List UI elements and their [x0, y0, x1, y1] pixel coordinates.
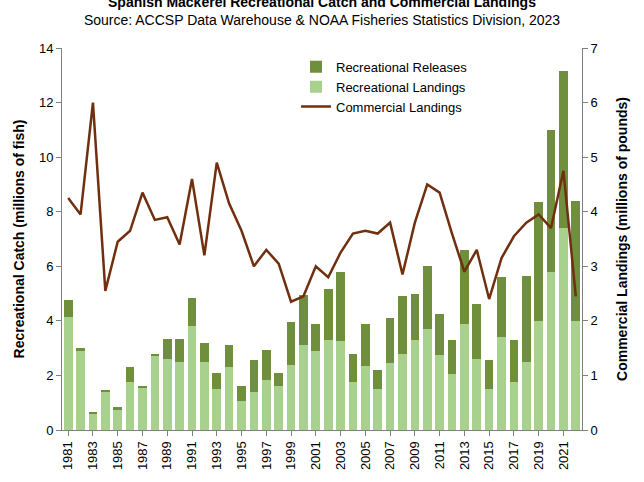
svg-text:1987: 1987	[135, 441, 150, 470]
svg-text:0: 0	[46, 423, 53, 438]
svg-text:7: 7	[591, 41, 598, 56]
svg-text:Recreational Catch (millions o: Recreational Catch (millions of fish)	[11, 120, 27, 359]
svg-text:6: 6	[591, 95, 598, 110]
svg-text:14: 14	[39, 41, 53, 56]
svg-text:1993: 1993	[209, 441, 224, 470]
svg-text:1989: 1989	[159, 441, 174, 470]
svg-text:12: 12	[39, 95, 53, 110]
svg-text:Spanish Mackerel Recreational: Spanish Mackerel Recreational Catch and …	[84, 0, 560, 28]
svg-text:10: 10	[39, 150, 53, 165]
svg-text:Commercial Landings (millions: Commercial Landings (millions of pounds)	[614, 97, 630, 381]
svg-text:2005: 2005	[358, 441, 373, 470]
svg-text:8: 8	[46, 204, 53, 219]
svg-text:2015: 2015	[481, 441, 496, 470]
svg-text:Recreational Releases: Recreational Releases	[336, 60, 467, 75]
svg-text:4: 4	[46, 313, 53, 328]
svg-text:2007: 2007	[382, 441, 397, 470]
svg-text:1999: 1999	[283, 441, 298, 470]
svg-text:2021: 2021	[556, 441, 571, 470]
svg-text:1: 1	[591, 368, 598, 383]
svg-text:2019: 2019	[531, 441, 546, 470]
svg-text:1991: 1991	[184, 441, 199, 470]
svg-text:2: 2	[591, 313, 598, 328]
svg-text:4: 4	[591, 204, 598, 219]
svg-text:Recreational Landings: Recreational Landings	[336, 80, 466, 95]
svg-text:1985: 1985	[110, 441, 125, 470]
svg-text:5: 5	[591, 150, 598, 165]
svg-text:1983: 1983	[85, 441, 100, 470]
svg-text:3: 3	[591, 259, 598, 274]
svg-text:2009: 2009	[407, 441, 422, 470]
svg-text:0: 0	[591, 423, 598, 438]
svg-text:1981: 1981	[60, 441, 75, 470]
svg-text:2013: 2013	[457, 441, 472, 470]
svg-text:Commercial Landings: Commercial Landings	[336, 100, 462, 115]
svg-text:2003: 2003	[333, 441, 348, 470]
svg-text:2: 2	[46, 368, 53, 383]
svg-text:1997: 1997	[259, 441, 274, 470]
svg-text:1995: 1995	[234, 441, 249, 470]
svg-text:2017: 2017	[506, 441, 521, 470]
svg-text:2011: 2011	[432, 441, 447, 469]
svg-text:2001: 2001	[308, 441, 323, 470]
svg-text:6: 6	[46, 259, 53, 274]
